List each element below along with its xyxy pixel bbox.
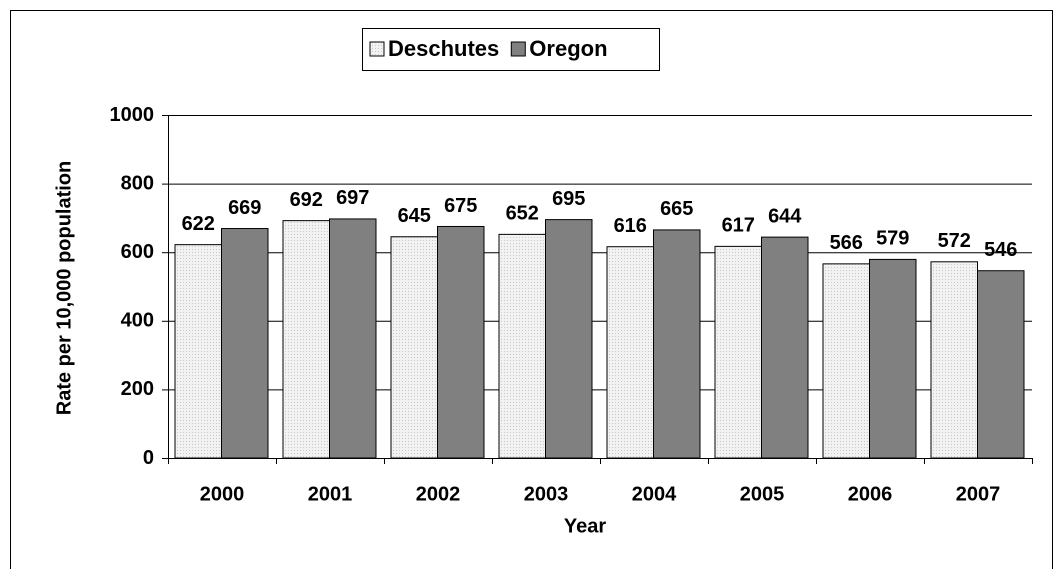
bar	[761, 236, 809, 459]
data-label: 617	[722, 215, 755, 237]
x-tick-label: 2005	[740, 483, 785, 505]
data-label: 695	[552, 188, 585, 210]
data-label: 645	[398, 205, 431, 227]
bar	[221, 228, 269, 459]
bar	[606, 246, 654, 459]
y-tick-label: 400	[121, 310, 154, 332]
y-tick-label: 600	[121, 241, 154, 263]
bar	[822, 263, 870, 459]
y-axis-title: Rate per 10,000 population	[53, 161, 75, 416]
data-label: 675	[444, 195, 477, 217]
x-tick-label: 2004	[632, 483, 677, 505]
y-tick-label: 0	[143, 447, 154, 469]
legend-swatch	[369, 41, 385, 57]
bar	[714, 245, 762, 459]
x-tick-label: 2002	[416, 483, 461, 505]
legend-label: Deschutes	[388, 36, 499, 61]
x-tick-label: 2001	[308, 483, 353, 505]
bar	[869, 258, 917, 459]
bar	[174, 244, 222, 459]
data-label: 616	[614, 215, 647, 237]
data-label: 566	[830, 232, 863, 254]
bar	[498, 233, 546, 459]
bar	[282, 220, 330, 459]
y-tick-label: 1000	[110, 104, 155, 126]
legend-label: Oregon	[529, 36, 607, 61]
bar	[930, 261, 978, 459]
bar	[653, 229, 701, 459]
data-label: 665	[660, 198, 693, 220]
bar	[545, 219, 593, 459]
x-tick-label: 2003	[524, 483, 569, 505]
data-label: 572	[938, 230, 971, 252]
y-tick-label: 800	[121, 172, 154, 194]
bar	[390, 236, 438, 459]
x-tick-label: 2006	[848, 483, 893, 505]
data-label: 579	[876, 228, 909, 250]
data-label: 669	[228, 197, 261, 219]
bar	[437, 225, 485, 459]
data-label: 546	[984, 239, 1017, 261]
x-tick-label: 2007	[956, 483, 1001, 505]
data-label: 697	[336, 187, 369, 209]
data-label: 652	[506, 203, 539, 225]
y-tick-label: 200	[121, 378, 154, 400]
legend-swatch	[510, 41, 526, 57]
x-tick-label: 2000	[200, 483, 245, 505]
x-axis-title: Year	[564, 515, 606, 537]
bar	[977, 270, 1025, 459]
bar	[329, 218, 377, 459]
data-label: 644	[768, 205, 802, 227]
data-label: 692	[290, 189, 323, 211]
data-label: 622	[182, 213, 215, 235]
